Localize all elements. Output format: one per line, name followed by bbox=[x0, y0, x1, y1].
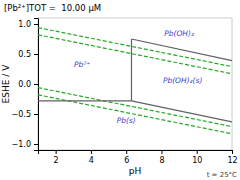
tick: 2 bbox=[54, 150, 59, 165]
y-axis-title: ESHE / V bbox=[1, 64, 11, 104]
tick-label: 8 bbox=[159, 156, 164, 165]
tick: 0.5 bbox=[18, 50, 38, 59]
lines bbox=[38, 28, 232, 134]
tick: 4 bbox=[89, 150, 94, 165]
tick-mark bbox=[91, 150, 92, 154]
plot-frame bbox=[38, 18, 232, 150]
tick-label: 12 bbox=[227, 156, 237, 165]
water-line bbox=[38, 88, 232, 127]
region-label: Pb(s) bbox=[117, 116, 136, 125]
boundary-line bbox=[38, 100, 131, 101]
y-axis: −1.0 −0.5 0.0 0.5 1.0 bbox=[12, 19, 39, 151]
tick: −0.5 bbox=[12, 110, 38, 119]
tick-mark bbox=[161, 150, 162, 154]
tick-label: 10 bbox=[192, 156, 202, 165]
tick-mark bbox=[56, 150, 57, 154]
boundary-line bbox=[131, 101, 232, 122]
tick-label: 1.0 bbox=[18, 20, 31, 29]
water-line bbox=[38, 35, 232, 74]
tick-mark bbox=[34, 144, 38, 145]
tick: 8 bbox=[159, 150, 164, 165]
plot-area: 2 4 6 8 10 12 −1.0 −0.5 0.0 0.5 1.0 Pb²⁺ Pb(OH)₂ Pb(O… bbox=[12, 18, 238, 165]
tick-mark bbox=[126, 150, 127, 154]
tick-label: 6 bbox=[124, 156, 129, 165]
tick: 0.0 bbox=[18, 80, 38, 89]
title: [Pb²⁺]TOT = 10.00 μM bbox=[4, 3, 101, 13]
x-axis-title: pH bbox=[129, 166, 141, 176]
region-label: Pb(OH)₂ bbox=[164, 29, 194, 38]
tick-mark bbox=[34, 114, 38, 115]
footer: t = 25°C bbox=[207, 171, 237, 179]
axis-line bbox=[39, 151, 233, 155]
tick-label: 2 bbox=[54, 156, 59, 165]
region-label: Pb²⁺ bbox=[74, 60, 90, 69]
tick-label: 0.5 bbox=[18, 50, 31, 59]
axis-line bbox=[34, 19, 39, 151]
tick: 12 bbox=[227, 150, 237, 165]
tick-label: −0.5 bbox=[12, 110, 31, 119]
tick: −1.0 bbox=[12, 140, 38, 149]
tick-mark bbox=[232, 150, 233, 154]
water-line bbox=[38, 95, 232, 134]
region-label: Pb(OH)₂(s) bbox=[163, 76, 203, 85]
water-line bbox=[38, 28, 232, 67]
tick: 6 bbox=[124, 150, 129, 165]
tick-label: −1.0 bbox=[12, 140, 31, 149]
boundary-line bbox=[131, 39, 232, 61]
tick-mark bbox=[34, 84, 38, 85]
tick-mark bbox=[197, 150, 198, 154]
x-axis: 2 4 6 8 10 12 bbox=[39, 150, 238, 165]
boundary-line bbox=[131, 39, 132, 101]
tick: 10 bbox=[192, 150, 202, 165]
tick-label: 0.0 bbox=[18, 80, 31, 89]
tick-label: 4 bbox=[89, 156, 94, 165]
tick: 1.0 bbox=[18, 20, 38, 29]
tick-mark bbox=[34, 54, 38, 55]
chart: 2 4 6 8 10 12 −1.0 −0.5 0.0 0.5 1.0 Pb²⁺ Pb(OH)₂ Pb(O… bbox=[0, 0, 240, 180]
tick-mark bbox=[34, 24, 38, 25]
